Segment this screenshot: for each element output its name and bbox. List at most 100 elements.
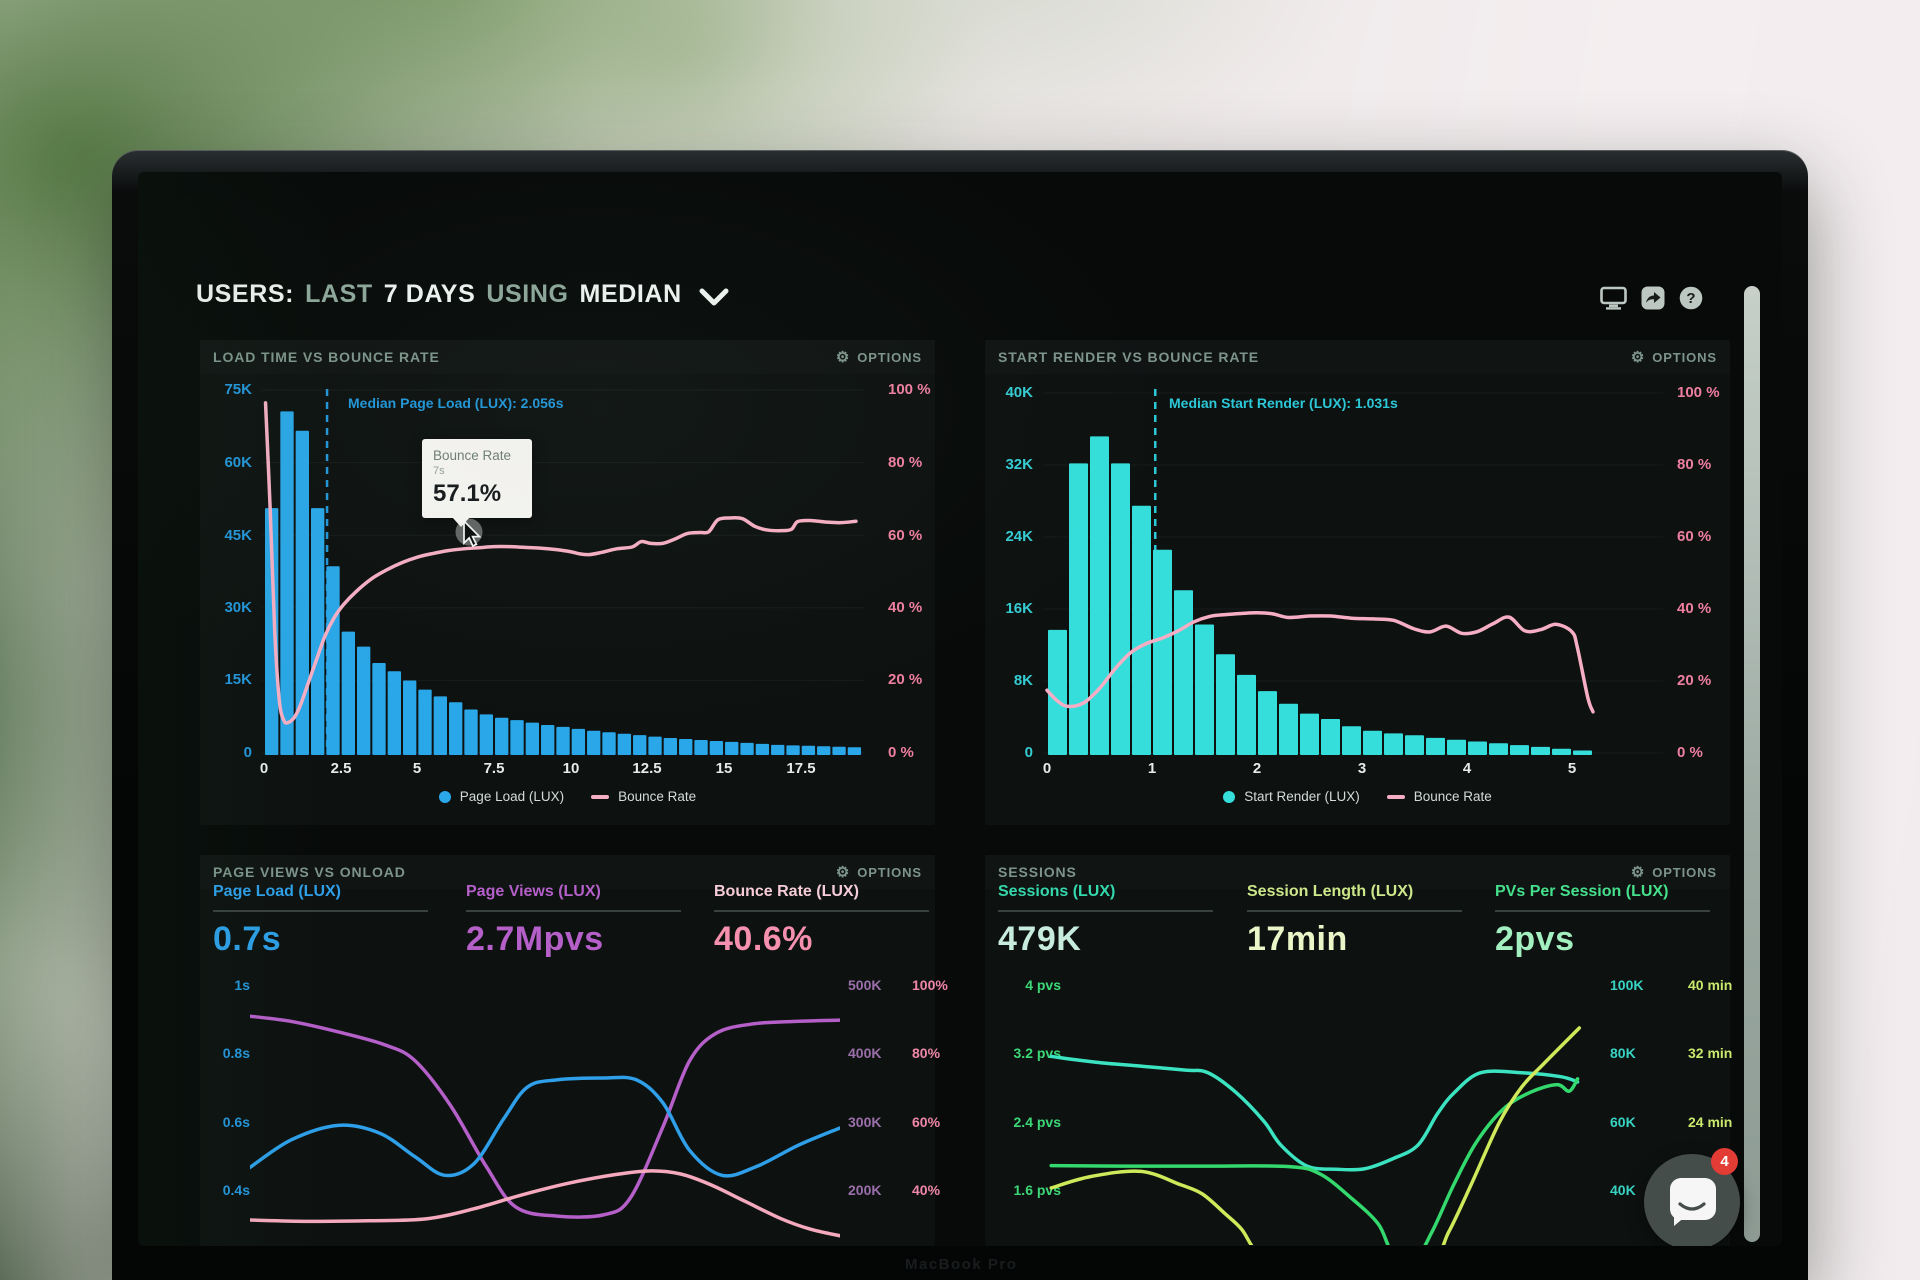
y-tick: 0.6s	[222, 1114, 250, 1130]
display-icon[interactable]	[1600, 286, 1627, 310]
title-7days: 7 DAYS	[383, 280, 476, 308]
y-tick: 40 min	[1688, 977, 1733, 993]
metric-sessions: Sessions (LUX) 479K	[998, 883, 1228, 959]
y-tick: 100%	[912, 977, 948, 993]
y-axis-right: 100 % 80 % 60 % 40 % 20 % 0 %	[1677, 340, 1727, 825]
y-tick: 100 %	[888, 381, 931, 398]
median-annotation: Median Start Render (LUX): 1.031s	[1169, 395, 1398, 411]
panel-title: SESSIONS	[998, 864, 1077, 880]
svg-text:?: ?	[1686, 290, 1695, 307]
x-tick: 1	[1147, 760, 1157, 777]
x-tick: 0	[259, 760, 269, 777]
y-tick: 80 %	[888, 454, 923, 471]
y-tick: 40 %	[888, 599, 923, 616]
dashboard-title[interactable]: USERS: LAST 7 DAYS USING MEDIAN	[196, 280, 729, 309]
options-button[interactable]: ⚙ OPTIONS	[1631, 865, 1717, 880]
help-icon[interactable]: ?	[1679, 286, 1703, 310]
y-tick: 16K	[1005, 600, 1033, 617]
x-tick: 17.5	[786, 760, 816, 777]
y-tick: 24K	[1005, 528, 1033, 545]
metric-value: 40.6%	[714, 920, 813, 958]
panel-page-views-vs-onload: PAGE VIEWS VS ONLOAD ⚙ OPTIONS Page Load…	[200, 855, 948, 1246]
legend: Start Render (LUX) Bounce Rate	[985, 789, 1730, 804]
metric-label: Sessions (LUX)	[998, 883, 1116, 900]
share-icon[interactable]	[1641, 286, 1665, 310]
y-tick: 15K	[224, 671, 252, 688]
legend: Page Load (LUX) Bounce Rate	[200, 789, 935, 804]
metric-value: 0.7s	[213, 920, 282, 958]
y-tick: 8K	[1013, 672, 1033, 689]
legend-dot-start-render	[1223, 790, 1236, 803]
options-button[interactable]: ⚙ OPTIONS	[836, 350, 922, 365]
metric-label: Page Views (LUX)	[466, 883, 601, 900]
y-tick: 1.6 pvs	[1013, 1182, 1061, 1198]
y-tick: 1s	[234, 977, 250, 993]
chat-bubble-icon	[1670, 1178, 1716, 1226]
y-axis-right: 100 % 80 % 60 % 40 % 20 % 0 %	[888, 340, 934, 825]
gear-icon: ⚙	[835, 348, 851, 366]
start-render-chart[interactable]	[1043, 385, 1663, 760]
x-tick: 0	[1042, 760, 1052, 777]
title-using: USING	[486, 280, 569, 308]
options-label: OPTIONS	[857, 349, 922, 365]
y-tick: 60K	[224, 454, 252, 471]
scrollbar-thumb[interactable]	[1744, 286, 1760, 1242]
tooltip-subtitle: 7s	[433, 465, 445, 477]
y-axis-left: 1s 0.8s 0.6s 0.4s	[200, 855, 250, 1246]
metric-underline	[1247, 910, 1462, 912]
title-users: USERS:	[196, 280, 295, 308]
metric-underline	[714, 910, 929, 912]
gear-icon: ⚙	[1630, 863, 1646, 881]
laptop-brand-text: MacBook Pro	[905, 1256, 1018, 1273]
panel-header: SESSIONS ⚙ OPTIONS	[985, 855, 1730, 889]
y-axis-right-k: 100K 80K 60K 40K	[1610, 855, 1666, 1246]
x-tick: 5	[412, 760, 422, 777]
options-button[interactable]: ⚙ OPTIONS	[836, 865, 922, 880]
y-tick: 0.8s	[222, 1045, 250, 1061]
x-tick: 4	[1462, 760, 1472, 777]
metric-value: 2pvs	[1495, 920, 1575, 958]
metric-label: PVs Per Session (LUX)	[1495, 883, 1669, 900]
laptop-frame: USERS: LAST 7 DAYS USING MEDIAN	[112, 150, 1808, 1280]
panel-header: LOAD TIME VS BOUNCE RATE ⚙ OPTIONS	[200, 340, 935, 374]
metric-value: 2.7Mpvs	[466, 920, 604, 958]
metric-label: Session Length (LUX)	[1247, 883, 1414, 900]
y-tick: 0	[1024, 744, 1033, 761]
panel-header: PAGE VIEWS VS ONLOAD ⚙ OPTIONS	[200, 855, 935, 889]
y-tick: 60K	[1610, 1114, 1636, 1130]
y-tick: 0 %	[888, 744, 914, 761]
metric-underline	[466, 910, 681, 912]
y-axis-right-min: 40 min 32 min 24 min	[1688, 855, 1760, 1246]
legend-label: Start Render (LUX)	[1244, 789, 1360, 804]
options-label: OPTIONS	[1652, 864, 1717, 880]
y-tick: 32K	[1005, 456, 1033, 473]
y-axis-right-k: 500K 400K 300K 200K	[848, 855, 898, 1246]
chat-widget-button[interactable]: 4	[1644, 1148, 1740, 1246]
legend-dash-bounce-rate	[1386, 794, 1405, 799]
page-views-onload-chart[interactable]	[250, 982, 840, 1245]
y-tick: 200K	[848, 1182, 882, 1198]
x-tick: 7.5	[483, 760, 505, 777]
toolbar-icons: ?	[1600, 286, 1703, 310]
y-tick: 400K	[848, 1045, 882, 1061]
panel-header: START RENDER VS BOUNCE RATE ⚙ OPTIONS	[985, 340, 1730, 374]
y-tick: 20 %	[888, 671, 923, 688]
chat-badge-count: 4	[1711, 1148, 1738, 1175]
metric-underline	[998, 910, 1213, 912]
panel-start-render-vs-bounce-rate: START RENDER VS BOUNCE RATE ⚙ OPTIONS 4 0…	[985, 340, 1730, 825]
mouse-cursor-icon	[455, 518, 483, 548]
sessions-chart[interactable]	[1040, 982, 1600, 1245]
title-last: LAST	[305, 280, 373, 308]
metric-value: 479K	[998, 920, 1082, 958]
y-tick: 100 %	[1677, 384, 1720, 401]
y-tick: 500K	[848, 977, 882, 993]
panel-sessions: SESSIONS ⚙ OPTIONS Sessions (LUX) 479K S…	[985, 855, 1732, 1246]
metric-label: Page Load (LUX)	[213, 883, 342, 900]
options-button[interactable]: ⚙ OPTIONS	[1631, 350, 1717, 365]
metric-underline	[213, 910, 428, 912]
chevron-down-icon[interactable]	[699, 288, 729, 306]
y-tick: 80 %	[1677, 456, 1712, 473]
x-tick: 5	[1567, 760, 1577, 777]
load-time-chart[interactable]	[262, 385, 864, 760]
panel-title: PAGE VIEWS VS ONLOAD	[213, 864, 406, 880]
